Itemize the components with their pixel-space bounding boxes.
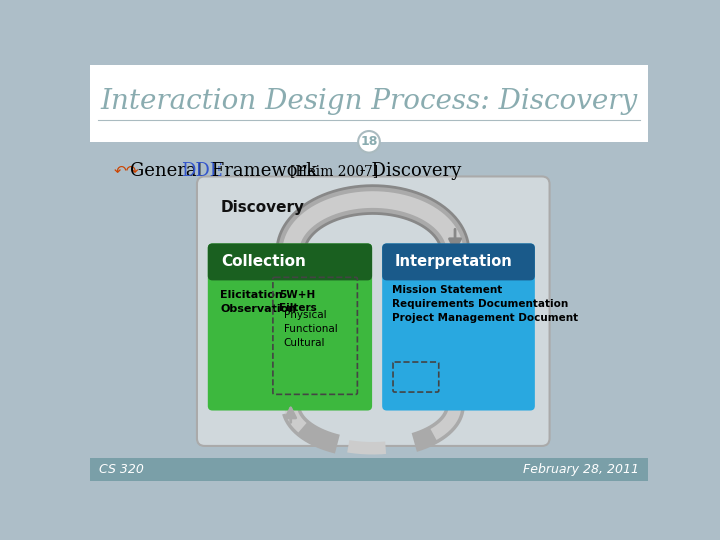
Text: Physical
Functional
Cultural: Physical Functional Cultural bbox=[284, 309, 338, 348]
Text: ↶↷: ↶↷ bbox=[113, 164, 139, 179]
Bar bbox=[90, 457, 648, 481]
FancyBboxPatch shape bbox=[197, 177, 549, 446]
Bar bbox=[212, 264, 367, 276]
Bar bbox=[90, 65, 648, 142]
Text: Framework: Framework bbox=[206, 162, 323, 180]
Text: Interaction Design Process: Discovery: Interaction Design Process: Discovery bbox=[100, 88, 638, 115]
Text: General: General bbox=[130, 162, 209, 180]
Text: CS 320: CS 320 bbox=[99, 463, 144, 476]
FancyBboxPatch shape bbox=[208, 244, 372, 410]
Text: DDE: DDE bbox=[181, 162, 222, 180]
Text: [Heim 2007]: [Heim 2007] bbox=[290, 164, 378, 178]
Text: - Discovery: - Discovery bbox=[354, 162, 461, 180]
Text: Interpretation: Interpretation bbox=[395, 254, 513, 269]
Text: Elicitation
Observation: Elicitation Observation bbox=[220, 289, 297, 314]
Text: Discovery: Discovery bbox=[220, 200, 305, 215]
Text: 5W+H
Filters: 5W+H Filters bbox=[279, 289, 317, 313]
FancyBboxPatch shape bbox=[208, 244, 372, 280]
FancyBboxPatch shape bbox=[382, 244, 535, 410]
Bar bbox=[90, 142, 648, 481]
Circle shape bbox=[358, 131, 380, 153]
Text: Collection: Collection bbox=[222, 254, 307, 269]
Text: Mission Statement
Requirements Documentation
Project Management Document: Mission Statement Requirements Documenta… bbox=[392, 285, 578, 323]
FancyBboxPatch shape bbox=[382, 244, 535, 280]
Text: 18: 18 bbox=[360, 136, 378, 148]
Bar bbox=[387, 264, 530, 276]
Text: February 28, 2011: February 28, 2011 bbox=[523, 463, 639, 476]
